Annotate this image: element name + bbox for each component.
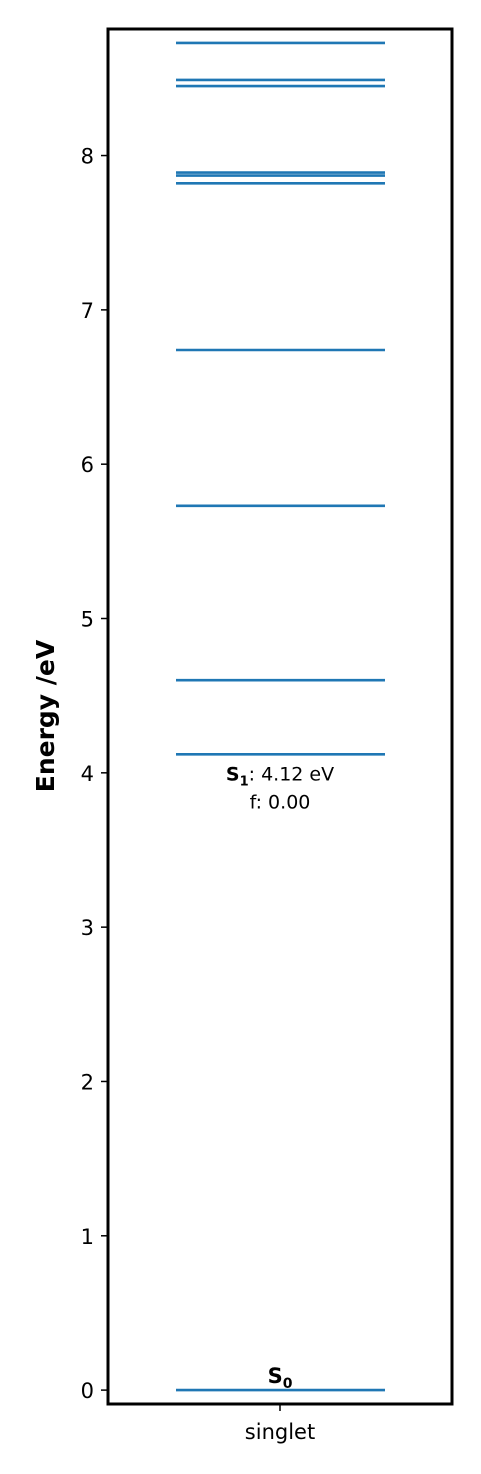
y-axis-tick-label: 3 (81, 916, 94, 940)
ground-state-subscript: 0 (283, 1376, 293, 1392)
y-axis-tick-label: 6 (81, 453, 94, 477)
x-axis-tick-label: singlet (245, 1420, 315, 1444)
ground-state-letter: S (268, 1364, 283, 1388)
y-axis-tick-label: 2 (81, 1070, 94, 1094)
s1-state-letter: S (226, 763, 240, 785)
y-axis-tick-label: 7 (81, 299, 94, 323)
plot-background (108, 29, 452, 1404)
y-axis-tick-label: 4 (81, 762, 94, 786)
y-axis-ticks: 0 1 2 3 4 5 6 7 8 (81, 145, 108, 1404)
y-axis-tick-label: 1 (81, 1225, 94, 1249)
s1-state-subscript: 1 (240, 774, 249, 789)
y-axis-tick-label: 5 (81, 608, 94, 632)
y-axis-tick-label: 0 (81, 1379, 94, 1403)
s1-energy-text: : 4.12 eV (249, 763, 334, 785)
s1-oscillator-strength: f: 0.00 (250, 791, 311, 813)
y-axis-label: Energy /eV (31, 639, 60, 792)
y-axis-tick-label: 8 (81, 145, 94, 169)
